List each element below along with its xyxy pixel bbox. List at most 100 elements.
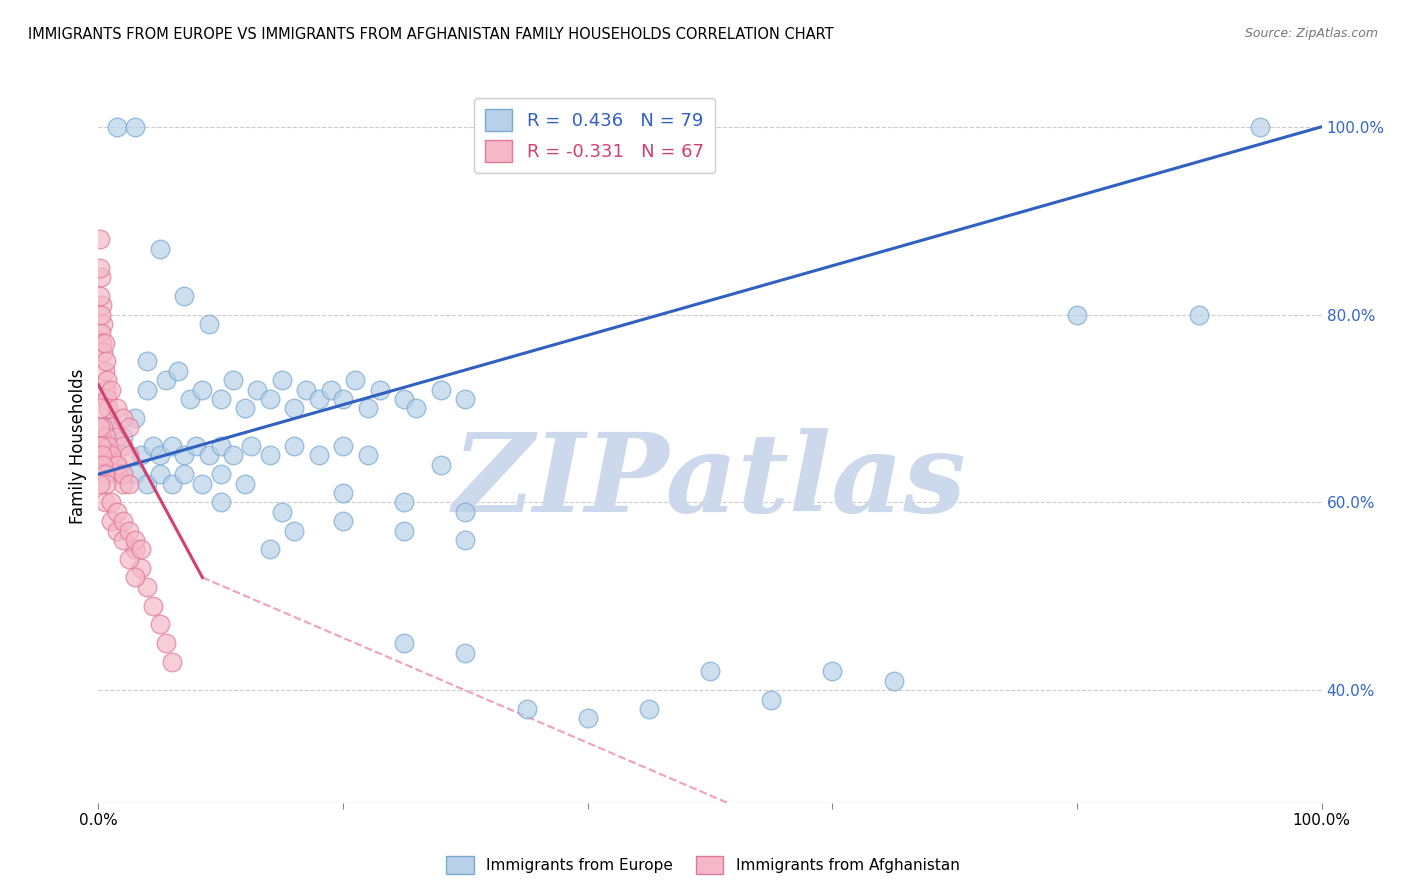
Point bbox=[136, 383, 159, 397]
Text: IMMIGRANTS FROM EUROPE VS IMMIGRANTS FROM AFGHANISTAN FAMILY HOUSEHOLDS CORRELAT: IMMIGRANTS FROM EUROPE VS IMMIGRANTS FRO… bbox=[28, 27, 834, 42]
Point bbox=[105, 120, 128, 134]
Point bbox=[100, 420, 122, 434]
Point bbox=[118, 449, 141, 463]
Point bbox=[118, 551, 141, 566]
Point bbox=[97, 458, 120, 472]
Point bbox=[222, 373, 245, 387]
Point bbox=[576, 711, 599, 725]
Point bbox=[89, 232, 111, 246]
Point bbox=[94, 429, 117, 443]
Point bbox=[270, 373, 294, 387]
Point bbox=[259, 392, 281, 406]
Point bbox=[454, 646, 477, 660]
Point bbox=[93, 495, 115, 509]
Point bbox=[94, 354, 117, 368]
Point bbox=[222, 449, 245, 463]
Point bbox=[209, 495, 232, 509]
Point bbox=[149, 242, 172, 256]
Point bbox=[91, 429, 114, 443]
Point bbox=[111, 439, 134, 453]
Point bbox=[90, 270, 112, 285]
Point bbox=[173, 449, 195, 463]
Point bbox=[111, 514, 134, 528]
Point bbox=[100, 383, 122, 397]
Point bbox=[149, 617, 172, 632]
Point bbox=[89, 289, 111, 303]
Point bbox=[149, 467, 172, 482]
Point bbox=[97, 401, 120, 416]
Point bbox=[90, 308, 112, 322]
Point bbox=[332, 439, 354, 453]
Point bbox=[319, 383, 342, 397]
Point bbox=[97, 439, 120, 453]
Point bbox=[100, 439, 122, 453]
Point bbox=[332, 514, 354, 528]
Point bbox=[124, 570, 146, 584]
Point bbox=[356, 401, 378, 416]
Point bbox=[356, 449, 378, 463]
Point bbox=[454, 505, 477, 519]
Point bbox=[392, 524, 416, 538]
Point bbox=[142, 599, 165, 613]
Point bbox=[149, 449, 172, 463]
Point bbox=[197, 449, 219, 463]
Y-axis label: Family Households: Family Households bbox=[69, 368, 87, 524]
Point bbox=[118, 476, 141, 491]
Point bbox=[91, 317, 114, 331]
Point bbox=[186, 439, 208, 453]
Point bbox=[94, 449, 117, 463]
Point bbox=[259, 542, 281, 557]
Point bbox=[173, 289, 195, 303]
Point bbox=[1188, 308, 1211, 322]
Point bbox=[136, 476, 159, 491]
Point bbox=[91, 345, 114, 359]
Point bbox=[761, 692, 783, 706]
Point bbox=[197, 317, 219, 331]
Point bbox=[454, 392, 477, 406]
Point bbox=[392, 636, 416, 650]
Point bbox=[111, 467, 134, 482]
Point bbox=[295, 383, 318, 397]
Point bbox=[90, 439, 112, 453]
Point bbox=[283, 401, 305, 416]
Point bbox=[111, 476, 134, 491]
Point bbox=[90, 326, 112, 341]
Point bbox=[160, 476, 183, 491]
Point bbox=[344, 373, 367, 387]
Point bbox=[89, 260, 111, 275]
Point bbox=[124, 410, 146, 425]
Point bbox=[699, 665, 721, 679]
Point bbox=[105, 401, 128, 416]
Point bbox=[1250, 120, 1272, 134]
Point bbox=[332, 392, 354, 406]
Point bbox=[89, 420, 111, 434]
Point bbox=[105, 429, 128, 443]
Point bbox=[233, 476, 256, 491]
Point bbox=[160, 655, 183, 669]
Point bbox=[160, 439, 183, 453]
Point bbox=[96, 373, 118, 387]
Point bbox=[111, 429, 134, 443]
Point bbox=[118, 524, 141, 538]
Point bbox=[93, 364, 115, 378]
Point bbox=[454, 533, 477, 547]
Point bbox=[259, 449, 281, 463]
Point bbox=[93, 467, 115, 482]
Point bbox=[191, 383, 214, 397]
Point bbox=[93, 335, 115, 350]
Point bbox=[118, 420, 141, 434]
Point bbox=[91, 458, 114, 472]
Point bbox=[167, 364, 190, 378]
Point bbox=[283, 524, 305, 538]
Point bbox=[100, 449, 122, 463]
Point bbox=[283, 439, 305, 453]
Point bbox=[105, 467, 128, 482]
Point bbox=[1066, 308, 1088, 322]
Point bbox=[90, 401, 112, 416]
Point bbox=[142, 439, 165, 453]
Point bbox=[93, 420, 115, 434]
Point bbox=[124, 533, 146, 547]
Point bbox=[111, 533, 134, 547]
Point bbox=[96, 392, 118, 406]
Point bbox=[136, 580, 159, 594]
